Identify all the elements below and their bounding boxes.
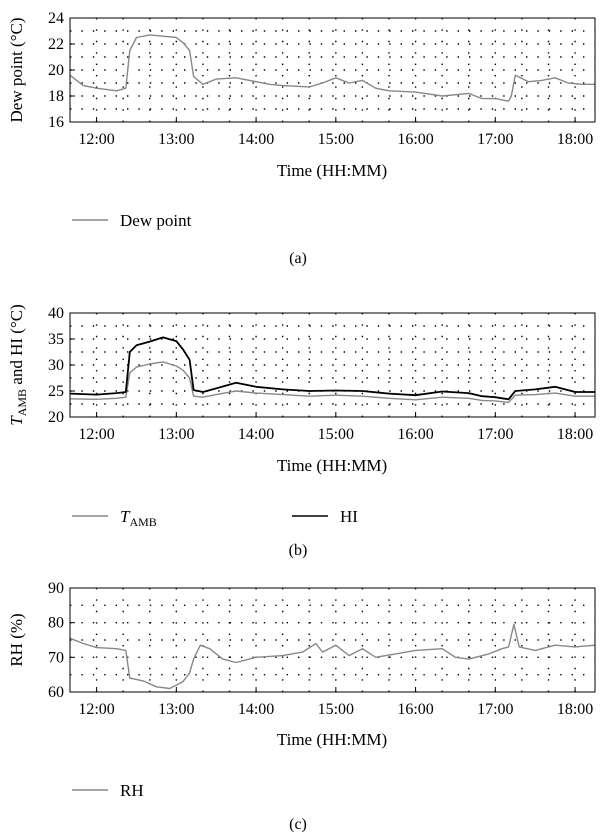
x-tick-label: 12:00 xyxy=(78,701,114,718)
y-tick-label: 30 xyxy=(48,357,64,374)
x-tick-label: 18:00 xyxy=(557,701,593,718)
panel-a-grid xyxy=(70,18,595,122)
y-tick-label: 60 xyxy=(48,684,64,701)
y-tick-label: 20 xyxy=(48,62,64,79)
panel-a-x-axis-label: Time (HH:MM) xyxy=(277,161,387,180)
y-tick-label: 18 xyxy=(48,88,64,105)
panel-b-y-axis-label: TAMB and HI (°C) xyxy=(7,304,29,426)
panel-a-x-ticks: 12:00 13:00 14:00 15:00 16:00 17:00 18:00 xyxy=(78,117,593,148)
x-tick-label: 12:00 xyxy=(78,426,114,443)
panel-b-x-axis-label: Time (HH:MM) xyxy=(277,456,387,475)
panel-b-legend-label-tamb: TAMB xyxy=(120,507,157,529)
panel-b-y-ticks: 20 25 30 35 40 xyxy=(48,305,75,426)
panel-a: 16 18 20 22 24 12:00 13:00 14:00 15:00 16:00 17:0… xyxy=(7,10,596,267)
y-tick-label: 40 xyxy=(48,305,64,322)
y-tick-label: 20 xyxy=(48,409,64,426)
panel-c-grid xyxy=(70,588,595,692)
panel-c-frame xyxy=(69,587,596,693)
y-tick-label: 80 xyxy=(48,615,64,632)
panel-b-legend-label-hi: HI xyxy=(340,507,358,526)
panel-a-y-ticks: 16 18 20 22 24 xyxy=(48,10,75,131)
x-tick-label: 13:00 xyxy=(158,701,194,718)
x-tick-label: 16:00 xyxy=(397,426,433,443)
x-tick-label: 12:00 xyxy=(78,131,114,148)
x-tick-label: 15:00 xyxy=(318,701,354,718)
panel-b: 20 25 30 35 40 12:00 13:00 14:00 15:00 16:00 17:0… xyxy=(7,304,596,559)
series-line-b-1 xyxy=(69,336,595,401)
panel-c-series xyxy=(69,623,596,690)
y-tick-label: 25 xyxy=(48,383,64,400)
x-tick-label: 16:00 xyxy=(397,131,433,148)
y-tick-label: 22 xyxy=(48,36,64,53)
panel-a-y-axis-label: Dew point (°C) xyxy=(7,17,26,122)
x-tick-label: 15:00 xyxy=(318,131,354,148)
x-tick-label: 13:00 xyxy=(158,131,194,148)
panel-a-caption: (a) xyxy=(289,250,307,267)
x-tick-label: 16:00 xyxy=(397,701,433,718)
x-tick-label: 14:00 xyxy=(238,131,274,148)
panel-a-series xyxy=(69,34,595,102)
panel-c-y-axis-label: RH (%) xyxy=(7,613,26,666)
panel-b-grid xyxy=(70,313,595,417)
y-tick-label: 70 xyxy=(48,649,64,666)
y-tick-label: 90 xyxy=(48,580,64,597)
y-tick-label: 35 xyxy=(48,331,64,348)
x-tick-label: 15:00 xyxy=(318,426,354,443)
x-tick-label: 14:00 xyxy=(238,426,274,443)
x-tick-label: 14:00 xyxy=(238,701,274,718)
panel-b-series xyxy=(69,336,595,404)
panel-c-x-ticks: 12:00 13:00 14:00 15:00 16:00 17:00 18:00 xyxy=(78,687,593,718)
x-tick-label: 17:00 xyxy=(477,426,513,443)
panel-b-caption: (b) xyxy=(289,542,308,559)
x-tick-label: 13:00 xyxy=(158,426,194,443)
x-tick-label: 17:00 xyxy=(477,131,513,148)
panel-c-x-axis-label: Time (HH:MM) xyxy=(277,730,387,749)
panel-c-y-ticks: 60 70 80 90 xyxy=(48,580,75,701)
series-line-a-0 xyxy=(69,34,595,102)
panel-a-legend-label: Dew point xyxy=(120,211,192,230)
panel-b-x-ticks: 12:00 13:00 14:00 15:00 16:00 17:00 18:00 xyxy=(78,412,593,443)
series-line-b-0 xyxy=(69,361,595,404)
x-tick-label: 17:00 xyxy=(477,701,513,718)
y-tick-label: 16 xyxy=(48,114,64,131)
y-tick-label: 24 xyxy=(48,10,64,27)
x-tick-label: 18:00 xyxy=(557,426,593,443)
panel-c-caption: (c) xyxy=(289,816,307,833)
panel-c-legend-label: RH xyxy=(120,781,144,800)
series-line-c-0 xyxy=(69,623,596,690)
x-tick-label: 18:00 xyxy=(557,131,593,148)
